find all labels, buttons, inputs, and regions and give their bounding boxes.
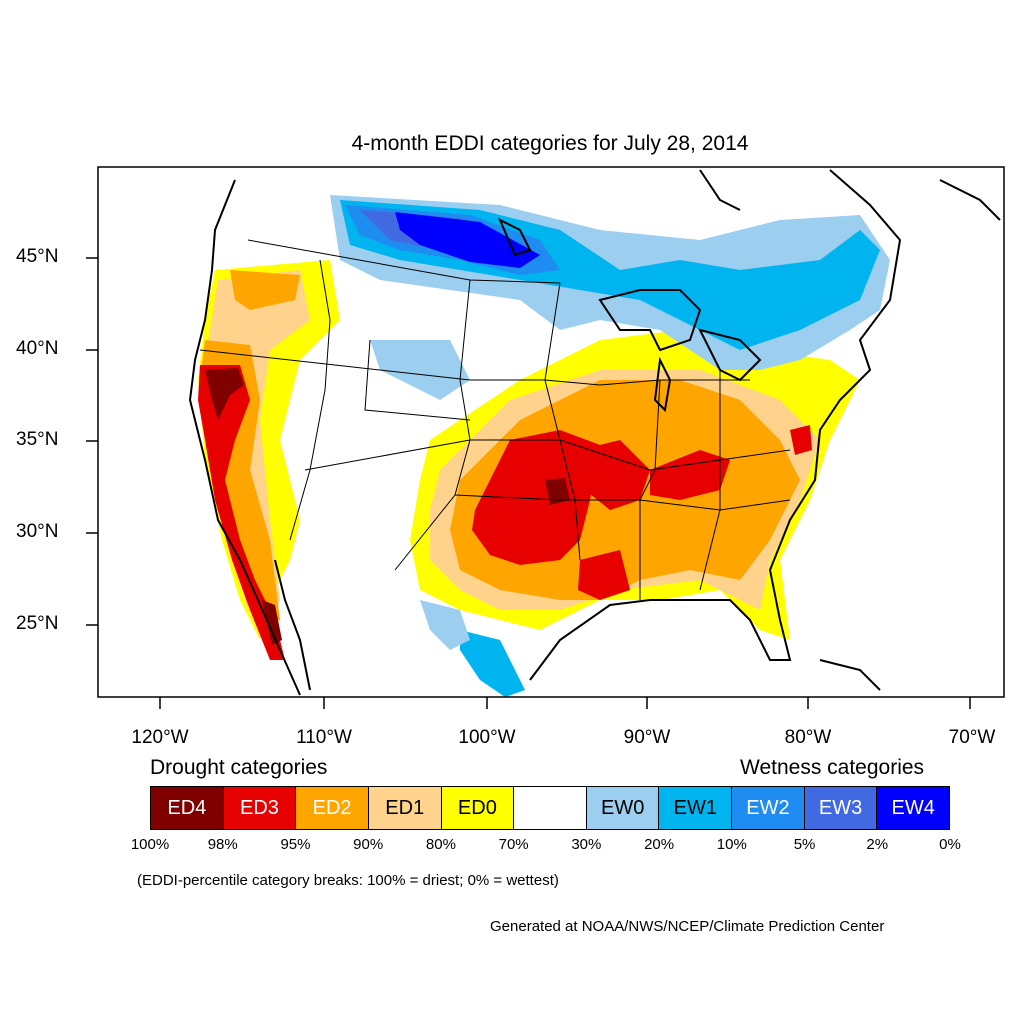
ew0-zone-plains [370,340,470,400]
legend-color-bar: ED4 ED3 ED2 ED1 ED0 EW0 EW1 EW2 EW3 EW4 [150,786,950,830]
tick-marks [86,257,971,709]
ed3-zone-virginia [790,425,812,455]
percentile-label: 30% [571,836,602,853]
ed4-zone-oklahoma [545,478,570,505]
category-note: (EDDI-percentile category breaks: 100% =… [137,872,559,889]
legend-swatch: EW4 [877,787,950,829]
xtick-label: 100°W [458,727,516,748]
legend-swatch: ED0 [441,787,515,829]
percentile-label: 5% [793,836,816,853]
ed4-zone-california [205,368,244,420]
xtick-label: 80°W [784,727,832,748]
percentile-label: 10% [716,836,747,853]
xtick-label: 70°W [948,727,996,748]
legend-swatch: ED2 [296,787,369,829]
percentile-label: 20% [644,836,675,853]
percentile-label: 100% [130,836,170,853]
xtick-label: 90°W [623,727,671,748]
legend-swatch: ED3 [223,787,297,829]
ew0-zone-texas [420,600,470,650]
ed3-zone-southern-plains [472,430,600,565]
percentile-label: 98% [207,836,238,853]
legend-swatch: EW3 [804,787,878,829]
legend-swatch: EW2 [732,787,805,829]
ytick-label: 40°N [16,338,59,359]
xtick-label: 110°W [296,727,352,748]
ew4-zone-north [395,212,540,268]
legend-swatch [514,787,587,829]
percentile-label: 70% [498,836,529,853]
ytick-label: 25°N [16,613,59,634]
credit-text: Generated at NOAA/NWS/NCEP/Climate Predi… [490,918,885,935]
ed2-zone-west [230,270,300,310]
legend-swatch: EW1 [659,787,733,829]
coastlines [188,169,1001,696]
ytick-label: 30°N [16,521,59,542]
ed3-zone-louisiana [578,550,630,600]
wetness-heading: Wetness categories [740,756,925,779]
legend-swatch: ED4 [151,787,224,829]
drought-heading: Drought categories [150,756,328,779]
ed4-zone-baja [262,600,282,645]
ew1-zone-texas [460,630,525,697]
state-boundaries [199,239,791,600]
ytick-label: 35°N [16,429,59,450]
map-frame [97,166,1005,698]
percentile-label: 80% [425,836,456,853]
percentile-label: 90% [353,836,384,853]
percentile-label: 95% [280,836,311,853]
ed3-zone-arkansas [580,440,650,510]
ytick-label: 45°N [16,246,59,267]
xtick-label: 120°W [131,727,189,748]
map-layer [188,169,1001,697]
map-title: 4-month EDDI categories for July 28, 201… [351,132,749,155]
ed3-zone-west-coast [198,365,285,660]
legend-swatch: ED1 [368,787,442,829]
ed3-zone-tennessee [650,450,730,500]
percentile-label: 0% [939,836,961,853]
percentile-label: 2% [866,836,889,853]
legend-swatch: EW0 [586,787,660,829]
